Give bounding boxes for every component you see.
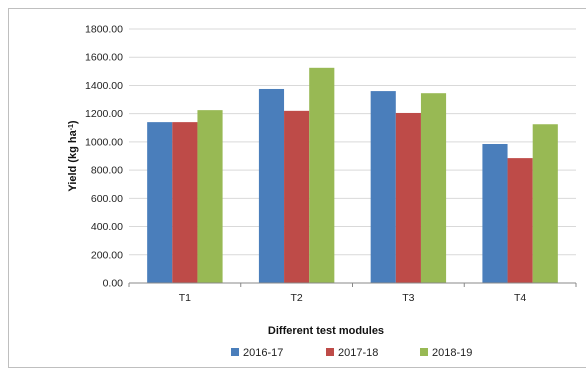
y-tick-label: 1800.00 [85, 24, 123, 36]
legend-item: 2018-19 [420, 347, 472, 359]
y-tick-label: 0.00 [103, 278, 124, 290]
y-tick-label: 400.00 [91, 221, 123, 233]
bars [147, 67, 558, 283]
legend-swatch [231, 348, 239, 356]
bar-2018-19-T1 [197, 110, 223, 283]
legend-item: 2016-17 [231, 347, 283, 359]
bar-2017-18-T3 [395, 112, 421, 283]
y-tick-label: 1600.00 [85, 52, 123, 64]
chart-frame [8, 8, 586, 368]
legend-item: 2017-18 [326, 347, 378, 359]
legend-label: 2018-19 [432, 347, 472, 359]
bar-2018-19-T2 [309, 67, 335, 283]
y-tick-label: 200.00 [91, 249, 123, 261]
bar-2016-17-T1 [147, 122, 173, 283]
x-tick-label: T1 [179, 292, 191, 304]
x-tick-label: T4 [514, 292, 526, 304]
legend: 2016-17 2017-18 2018-19 [231, 347, 472, 359]
y-axis-ticks: 0.00 200.00 400.00 600.00 800.00 1000.00 1200.… [85, 24, 123, 290]
y-tick-label: 1400.00 [85, 80, 123, 92]
x-tick-label: T2 [290, 292, 302, 304]
legend-label: 2017-18 [338, 347, 378, 359]
bar-2016-17-T4 [482, 144, 508, 283]
legend-label: 2016-17 [243, 347, 283, 359]
x-tick-label: T3 [402, 292, 414, 304]
bar-2017-18-T2 [284, 110, 310, 283]
y-tick-label: 1200.00 [85, 108, 123, 120]
bar-2017-18-T1 [172, 122, 198, 283]
bar-2018-19-T4 [532, 124, 558, 283]
y-tick-label: 1000.00 [85, 136, 123, 148]
legend-swatch [420, 348, 428, 356]
y-tick-label: 600.00 [91, 193, 123, 205]
bar-2016-17-T3 [370, 91, 396, 283]
bar-2018-19-T3 [420, 93, 447, 283]
x-axis-title: Different test modules [268, 325, 384, 337]
bar-2016-17-T2 [258, 88, 285, 283]
legend-swatch [326, 348, 334, 356]
y-axis-title: Yield (kg ha-1) [67, 120, 79, 192]
y-tick-label: 800.00 [91, 165, 123, 177]
x-axis-ticks: T1 T2 T3 T4 [128, 283, 577, 304]
bar-2017-18-T4 [507, 158, 533, 283]
